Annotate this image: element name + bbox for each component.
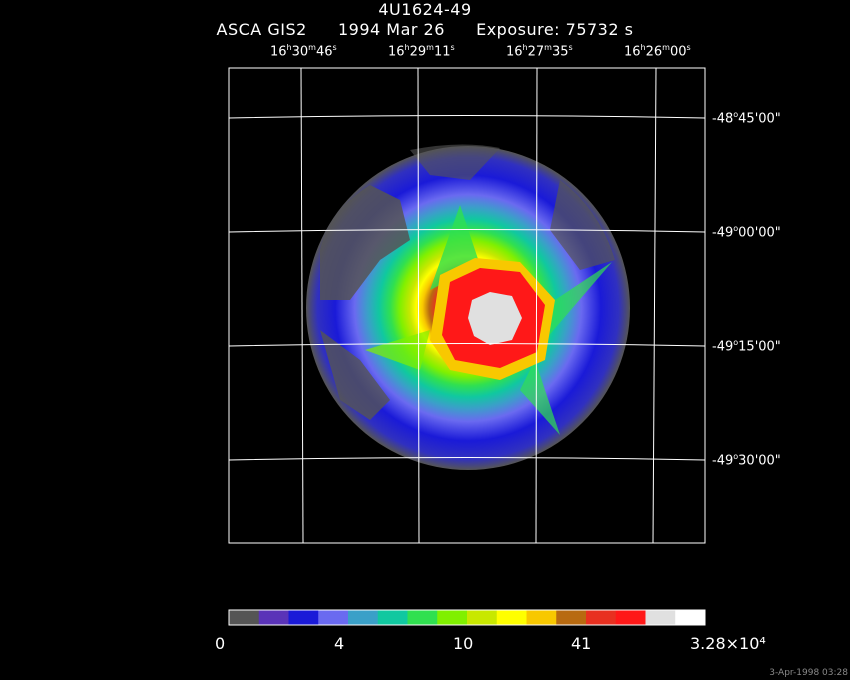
ra-tick-label: 16h30m46s bbox=[270, 43, 337, 60]
background-patch bbox=[550, 180, 615, 270]
colorbar-label: 10 bbox=[453, 634, 474, 653]
dec-tick-label: -48o45'00" bbox=[712, 110, 781, 127]
timestamp: 3-Apr-1998 03:28 bbox=[769, 668, 848, 678]
colorbar-label: 41 bbox=[571, 634, 592, 653]
source-spike bbox=[545, 262, 612, 340]
colorbar-swatch bbox=[377, 610, 408, 625]
colorbar-swatch bbox=[586, 610, 617, 625]
instrument-label: ASCA GIS2 bbox=[216, 20, 307, 39]
colorbar-swatch bbox=[318, 610, 349, 625]
background-patch bbox=[410, 144, 500, 180]
source-spike bbox=[365, 330, 430, 370]
source-core bbox=[468, 292, 522, 345]
title: 4U1624-49 bbox=[378, 0, 472, 19]
colorbar-swatch bbox=[229, 610, 260, 625]
colorbar-swatch bbox=[407, 610, 438, 625]
ra-tick-label: 16h26m00s bbox=[624, 43, 691, 60]
background-patch bbox=[320, 330, 390, 420]
colorbar-swatch bbox=[496, 610, 527, 625]
colorbar-label: 0 bbox=[215, 634, 226, 653]
coordinate-grid bbox=[228, 67, 706, 544]
plot-frame bbox=[228, 67, 706, 544]
source-spike bbox=[520, 360, 560, 435]
dec-tick-label: -49o15'00" bbox=[712, 338, 781, 355]
colorbar-frame bbox=[228, 609, 706, 626]
colorbar-swatch bbox=[675, 610, 706, 625]
colorbar-label: 4 bbox=[334, 634, 345, 653]
subtitle: ASCA GIS2 1994 Mar 26 Exposure: 75732 s bbox=[0, 20, 850, 39]
colorbar-label: 3.28×10⁴ bbox=[690, 634, 766, 653]
colorbar-swatch bbox=[258, 610, 289, 625]
dec-tick-label: -49o00'00" bbox=[712, 224, 781, 241]
ra-tick-label: 16h27m35s bbox=[506, 43, 573, 60]
dec-tick-label: -49o30'00" bbox=[712, 452, 781, 469]
colorbar-swatch bbox=[288, 610, 319, 625]
background-patch bbox=[320, 185, 410, 300]
colorbar bbox=[229, 610, 706, 625]
colorbar-swatch bbox=[556, 610, 587, 625]
colorbar-swatch bbox=[526, 610, 557, 625]
colorbar-swatch bbox=[437, 610, 468, 625]
colorbar-swatch bbox=[645, 610, 676, 625]
observation-date: 1994 Mar 26 bbox=[337, 20, 445, 39]
colorbar-swatch bbox=[615, 610, 646, 625]
colorbar-swatch bbox=[348, 610, 379, 625]
colorbar-swatch bbox=[467, 610, 498, 625]
exposure-label: Exposure: 75732 s bbox=[476, 20, 634, 39]
ra-tick-label: 16h29m11s bbox=[388, 43, 455, 60]
